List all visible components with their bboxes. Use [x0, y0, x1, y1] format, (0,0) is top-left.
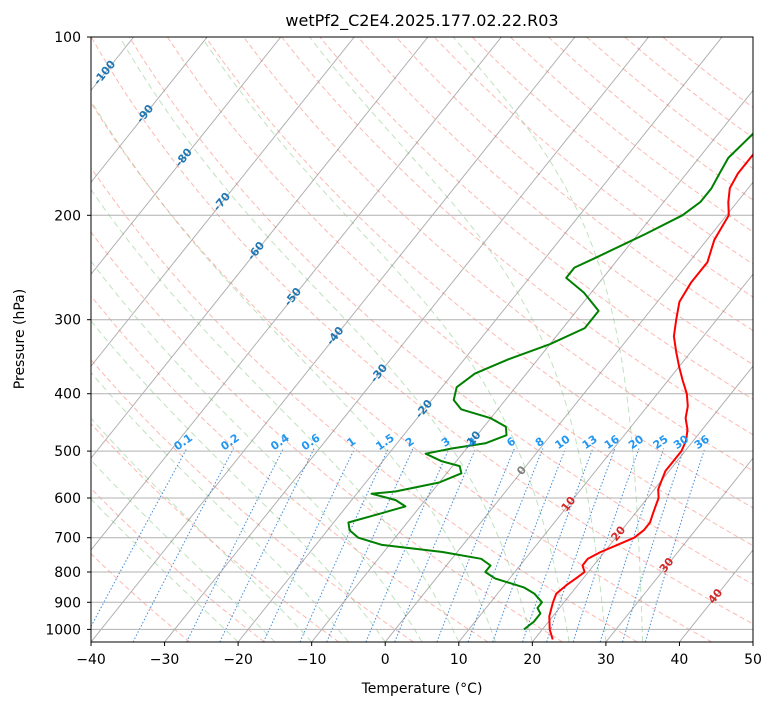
x-tick-label: −40: [76, 652, 106, 668]
dry-adiabat: [128, 37, 753, 585]
isotherm: [0, 37, 60, 642]
y-tick-label: 400: [54, 387, 81, 403]
dry-adiabat: [91, 423, 340, 642]
y-axis-label: Pressure (hPa): [12, 289, 28, 389]
moist-adiabat: [452, 37, 644, 642]
y-tick-label: 200: [54, 208, 81, 224]
y-tick-label: 600: [54, 491, 81, 507]
moist-adiabat: [91, 498, 239, 642]
isotherm: [531, 365, 753, 642]
mixing-ratio-line: [365, 448, 450, 642]
moist-adiabat: [309, 37, 607, 642]
x-tick-label: 10: [450, 652, 468, 668]
y-tick-label: 800: [54, 565, 81, 581]
moist-adiabat: [91, 188, 460, 642]
mixing-ratio-line: [436, 448, 515, 642]
x-axis-label: Temperature (°C): [361, 681, 483, 697]
moist-adiabats: [91, 37, 644, 642]
isotherm: [91, 37, 429, 459]
isotherm: [752, 641, 753, 642]
dry-adiabat: [281, 37, 753, 436]
dry-adiabat: [395, 37, 753, 332]
plot-area: [0, 37, 753, 642]
dry-adiabat: [91, 166, 638, 642]
moist-adiabat: [91, 371, 349, 642]
y-tick-label: 900: [54, 595, 81, 611]
chart-title: wetPf2_C2E4.2025.177.02.22.R03: [285, 11, 558, 31]
temperature-profile: [548, 153, 753, 640]
isotherm: [384, 181, 753, 642]
dry-adiabat: [205, 37, 753, 509]
dry-adiabat: [91, 553, 191, 642]
x-tick-label: 30: [597, 652, 615, 668]
x-tick-label: 20: [523, 652, 541, 668]
dry-adiabat: [91, 101, 713, 642]
y-tick-label: 1000: [45, 622, 81, 638]
dry-adiabat: [243, 37, 753, 472]
y-tick-label: 100: [54, 30, 81, 46]
mixing-ratio-line: [186, 448, 284, 642]
isotherm: [605, 457, 753, 642]
mixing-ratio-line: [644, 448, 706, 642]
isotherm: [237, 37, 723, 642]
y-tick-label: 300: [54, 313, 81, 329]
plot-background: [91, 37, 753, 642]
moist-adiabat: [201, 37, 570, 642]
dry-adiabat: [91, 295, 489, 642]
x-tick-label: 40: [671, 652, 689, 668]
dry-adiabat: [357, 37, 753, 366]
isotherm: [91, 37, 282, 276]
moist-adiabat: [91, 459, 276, 642]
moist-adiabat: [91, 260, 423, 642]
isotherm: [458, 273, 753, 642]
mixing-ratio-line: [622, 448, 685, 642]
dry-adiabats: [91, 37, 753, 642]
mixing-ratio-line: [522, 448, 594, 642]
mixing-ratio-line: [326, 448, 414, 642]
mixing-ratio-line: [546, 448, 616, 642]
isotherms: [0, 37, 753, 642]
y-tick-label: 700: [54, 531, 81, 547]
isotherm: [91, 37, 208, 184]
x-tick-label: −10: [297, 652, 327, 668]
mixing-ratio-line: [263, 448, 356, 642]
mixing-ratio-line: [219, 448, 315, 642]
x-tick-label: 50: [744, 652, 762, 668]
plot-frame: [90, 36, 754, 643]
dry-adiabat: [91, 487, 265, 642]
mixing-ratio-line: [599, 448, 665, 642]
x-tick-label: −30: [150, 652, 180, 668]
y-tick-label: 500: [54, 444, 81, 460]
x-axis-ticks: −40 −30 −20 −10 0 10 20 30 40 50: [76, 642, 762, 668]
pressure-gridlines: [91, 37, 753, 630]
isotherm: [91, 37, 576, 642]
mixing-ratio-line: [467, 448, 544, 642]
mixing-ratio-line: [572, 448, 640, 642]
profiles: [347, 132, 753, 640]
x-tick-label: −20: [223, 652, 253, 668]
dewpoint-profile: [347, 132, 753, 631]
isotherm: [91, 37, 355, 367]
isotherm: [164, 37, 649, 642]
dry-adiabat: [91, 37, 753, 625]
x-tick-label: 0: [381, 652, 390, 668]
isotherm: [91, 37, 502, 551]
isotherm: [311, 89, 753, 642]
y-axis-ticks: 100 200 300 400 500 600 700 800 900 1000: [45, 30, 91, 638]
moist-adiabat: [119, 37, 533, 642]
